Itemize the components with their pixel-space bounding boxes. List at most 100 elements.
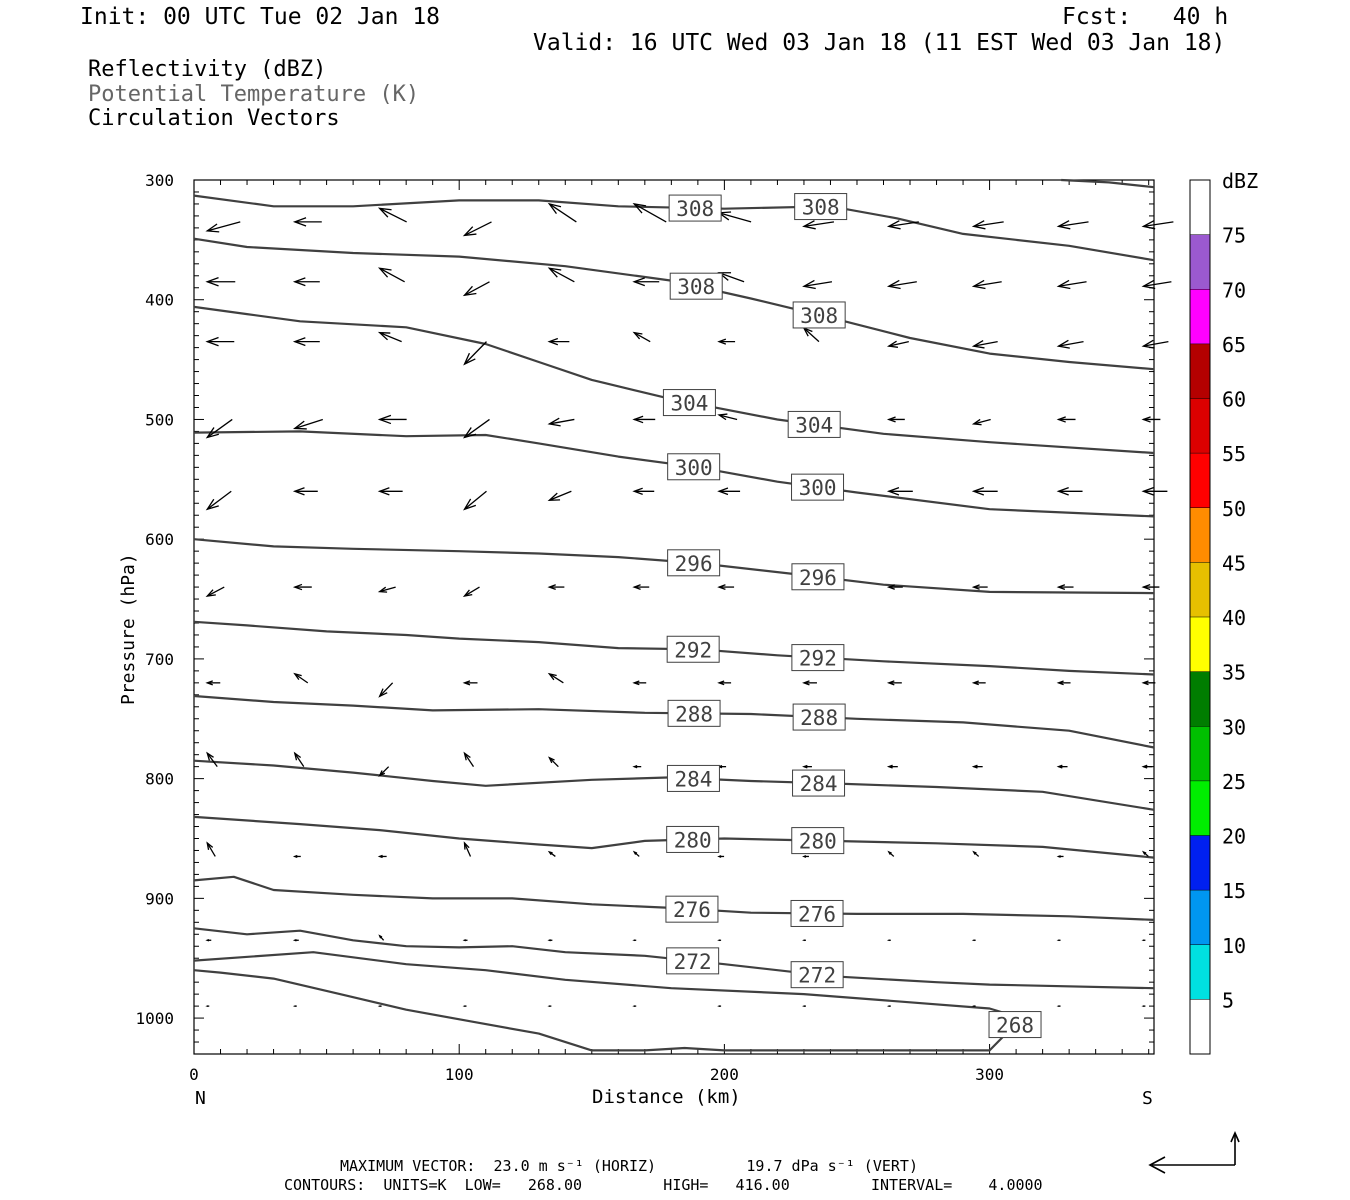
contour-label: 308 (677, 275, 715, 299)
vector-shaft (379, 332, 402, 343)
vector-head (1056, 855, 1061, 858)
colorbar-level-label: 60 (1222, 388, 1246, 412)
max-vector-text: MAXIMUM VECTOR: 23.0 m s⁻¹ (HORIZ) 19.7 … (340, 1157, 918, 1175)
vector-head (1056, 680, 1064, 686)
vector-head (293, 751, 302, 761)
vector-head (377, 1005, 381, 1008)
contour-label: 272 (798, 964, 836, 988)
colorbar-level-label: 45 (1222, 551, 1246, 575)
vector-shaft (206, 490, 232, 510)
contour-label-box (667, 699, 721, 727)
colorbar-swatch (1190, 780, 1210, 836)
theta-contour-308 (193, 237, 1155, 371)
colorbar-level-label: 65 (1222, 333, 1246, 357)
vector-shaft (379, 682, 394, 697)
colorbar-swatch (1190, 671, 1210, 727)
vector-head (802, 680, 810, 686)
vector-head (1141, 939, 1145, 942)
vector-head (205, 427, 219, 439)
vector-head (378, 934, 383, 939)
vector-head (1141, 416, 1151, 423)
vector-shaft (1143, 221, 1174, 228)
vector-head (378, 770, 386, 777)
vector-head (206, 751, 214, 761)
theta-contour-288 (193, 694, 1155, 749)
vector-shaft (379, 766, 390, 777)
vector-head (548, 756, 555, 764)
vector-head (462, 427, 477, 439)
contour-label-box (665, 895, 719, 923)
contour-label-box (792, 703, 846, 731)
vector-head (717, 855, 722, 858)
vector-shaft (973, 418, 991, 425)
colorbar-level-label: 35 (1222, 661, 1246, 685)
vector-head (886, 220, 901, 230)
vector-head (463, 841, 470, 850)
contour-label-box (666, 764, 720, 792)
contour-label-box (794, 193, 848, 221)
vector-head (886, 340, 899, 348)
vector-head (971, 680, 979, 686)
vector-head (547, 939, 551, 942)
vector-shaft (888, 281, 917, 287)
vector-shaft (463, 752, 475, 768)
vector-head (205, 680, 213, 686)
vector-head (886, 279, 901, 290)
vector-head (632, 939, 636, 942)
colorbar-level-label: 40 (1222, 606, 1246, 630)
vector-shaft (1143, 281, 1172, 287)
vector-head (632, 415, 644, 424)
vector-head (886, 1005, 890, 1008)
vector-shaft (718, 212, 752, 223)
colorbar-swatch (1190, 890, 1210, 945)
theta-contour-292 (193, 620, 1155, 676)
vector-head (463, 751, 471, 761)
contour-label-box (666, 947, 720, 975)
legend-vectors: Circulation Vectors (88, 106, 340, 131)
colorbar-swatch (1190, 398, 1210, 454)
vector-head (292, 939, 297, 942)
colorbar-level-label: 70 (1222, 278, 1246, 302)
vector-shaft (206, 842, 216, 857)
vector-head (971, 418, 982, 426)
colorbar-level-label: 55 (1222, 442, 1246, 466)
dbz-colorbar: 5 10 15 20 25 30 35 40 45 50 55 60 65 70 75 dBZ (1189, 169, 1258, 1055)
vector-shaft (1058, 221, 1089, 228)
contour-label-box (669, 272, 723, 300)
vector-head (717, 487, 729, 496)
contour-label-box (791, 473, 845, 501)
vector-head (717, 413, 728, 421)
contour-label-box (787, 410, 841, 438)
vector-shaft (888, 221, 919, 228)
vector-shaft (803, 327, 820, 343)
vector-head (717, 1005, 721, 1008)
colorbar-level-label: 15 (1222, 879, 1246, 903)
vector-head (547, 267, 562, 278)
vector-head (971, 279, 986, 290)
vector-shaft (973, 340, 998, 347)
vector-head (547, 337, 559, 346)
theta-contours (193, 178, 1155, 1052)
colorbar-swatch (1190, 507, 1210, 563)
vector-head (802, 1005, 806, 1008)
vector-head (632, 202, 647, 214)
vector-head (971, 764, 978, 769)
vector-head (717, 338, 727, 345)
theta-contour-284 (193, 759, 1155, 811)
vector-shaft (718, 272, 745, 283)
vector-shaft (464, 221, 492, 236)
contour-label-box (791, 827, 845, 855)
colorbar-level-label: 30 (1222, 715, 1246, 739)
vector-shaft (803, 221, 835, 228)
vector-shaft (294, 418, 323, 430)
vector-shaft (973, 281, 1002, 287)
vector-head (292, 217, 307, 227)
vector-head (886, 486, 900, 496)
north-label: N (195, 1088, 206, 1109)
vector-shaft (1058, 281, 1087, 287)
vector-head (1141, 583, 1151, 591)
vector-head (205, 589, 216, 597)
vector-head (205, 939, 210, 942)
contour-label-box (666, 635, 720, 663)
vector-head (292, 277, 306, 287)
